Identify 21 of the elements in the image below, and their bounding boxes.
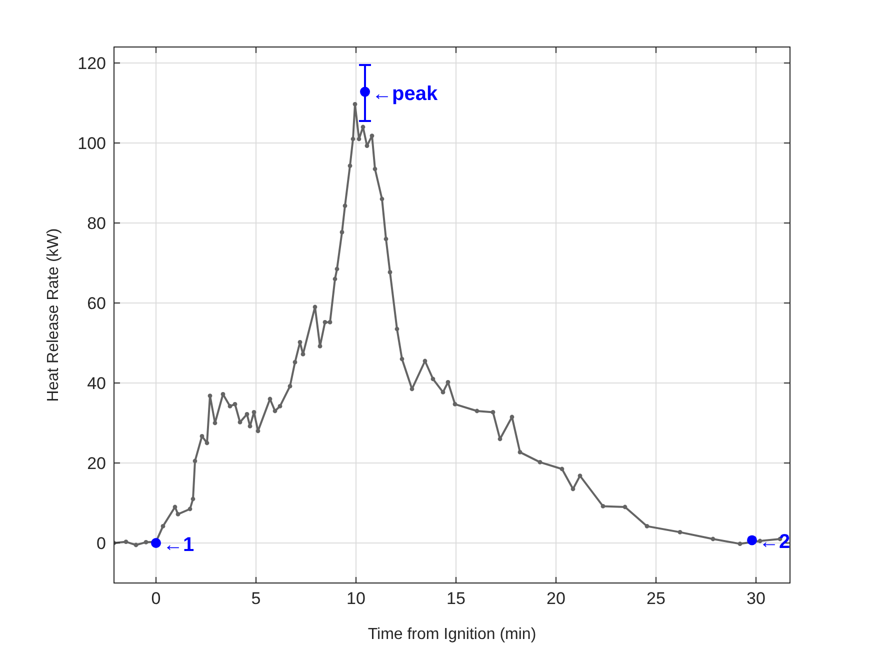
x-tick-label: 20: [546, 589, 566, 608]
x-axis-title: Time from Ignition (min): [368, 626, 536, 643]
y-tick-label: 40: [87, 374, 106, 393]
point: [747, 535, 757, 546]
y-tick-label: 60: [87, 294, 106, 313]
point: [360, 86, 370, 97]
x-tick-label: 5: [251, 589, 261, 608]
y-axis-title: Heat Release Rate (kW): [45, 228, 62, 402]
annotation: ←1: [163, 534, 194, 556]
x-tick-label: 25: [646, 589, 666, 608]
x-tick-label: 0: [151, 589, 161, 608]
y-tick-label: 100: [78, 134, 106, 153]
point: [151, 538, 161, 548]
y-tick-label: 0: [96, 534, 106, 553]
y-tick-label: 80: [87, 214, 106, 233]
x-tick-label: 15: [446, 589, 466, 608]
y-tick-label: 20: [87, 454, 106, 473]
y-tick-label: 120: [78, 54, 106, 73]
x-tick-label: 10: [346, 589, 366, 608]
annotation: ←peak: [372, 82, 438, 105]
x-tick-label: 30: [746, 589, 766, 608]
